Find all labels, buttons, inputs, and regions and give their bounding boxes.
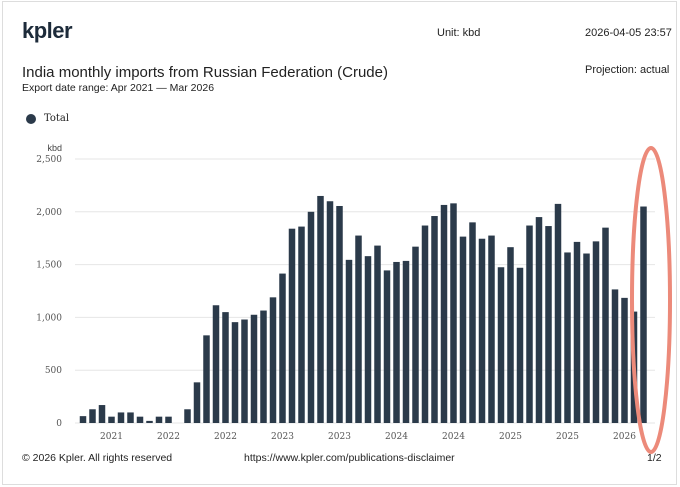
unit-label: Unit: kbd: [437, 27, 481, 39]
bar: [184, 409, 191, 423]
bar: [374, 245, 381, 423]
page-number: 1/2: [647, 452, 662, 464]
bar: [640, 206, 647, 423]
bar: [440, 204, 448, 423]
bar: [203, 335, 210, 423]
bar: [469, 222, 476, 423]
bar: [79, 416, 87, 423]
disclaimer-link[interactable]: https://www.kpler.com/publications-discl…: [244, 452, 455, 464]
x-tick-label: 2023: [328, 432, 351, 442]
bar: [583, 253, 590, 423]
bar: [355, 235, 362, 423]
bar: [602, 227, 609, 423]
bar: [507, 247, 514, 423]
bar: [402, 260, 410, 423]
timestamp: 2026-04-05 23:57: [585, 27, 672, 39]
bar: [117, 412, 125, 423]
legend-label: Total: [44, 113, 70, 124]
bar: [545, 226, 552, 423]
bar: [478, 238, 486, 423]
bar: [345, 259, 353, 423]
bar: [288, 228, 296, 423]
bar: [326, 201, 334, 423]
bar: [241, 319, 248, 423]
bar: [136, 416, 144, 423]
y-tick-label: 500: [45, 366, 62, 376]
y-tick-label: 1,500: [36, 261, 62, 271]
bar: [231, 322, 239, 423]
legend: Total: [26, 113, 69, 124]
bar: [516, 267, 524, 423]
x-tick-label: 2021: [100, 432, 123, 442]
legend-marker: [26, 113, 36, 124]
x-tick-label: 2025: [556, 432, 579, 442]
highlight-ellipse: [630, 146, 672, 454]
bar: [459, 236, 467, 423]
x-tick-label: 2022: [214, 432, 237, 442]
bar: [611, 289, 619, 423]
bar: [621, 297, 628, 423]
bar: [98, 405, 106, 423]
y-tick-label: 0: [56, 419, 62, 429]
projection-label: Projection: actual: [585, 64, 670, 76]
bar: [421, 225, 429, 423]
bar: [526, 225, 533, 423]
y-tick-label: 1,000: [36, 313, 62, 323]
bar: [212, 305, 220, 423]
bar: [269, 297, 277, 423]
bar: [250, 314, 258, 423]
x-tick-label: 2024: [385, 432, 408, 442]
bar: [298, 226, 305, 423]
bar: [146, 420, 153, 423]
y-tick-label: 2,000: [36, 208, 62, 218]
bar: [260, 310, 267, 423]
bar: [535, 217, 543, 423]
chart-subtitle: Export date range: Apr 2021 — Mar 2026: [22, 82, 215, 94]
bar: [89, 409, 96, 423]
bar: [317, 195, 324, 423]
chart-title: India monthly imports from Russian Feder…: [22, 64, 388, 81]
bar: [165, 416, 172, 423]
bar: [127, 412, 134, 423]
bar: [108, 416, 115, 423]
x-tick-label: 2025: [499, 432, 522, 442]
bar: [155, 416, 163, 423]
bar: [497, 267, 505, 423]
bar: [279, 273, 286, 423]
kpler-logo: kpler: [22, 18, 73, 43]
x-tick-label: 2022: [157, 432, 180, 442]
bar: [450, 203, 457, 423]
y-tick-label: 2,500: [36, 155, 62, 165]
bar: [431, 216, 438, 423]
x-tick-label: 2026: [613, 432, 636, 442]
bar: [383, 270, 391, 423]
bar: [412, 246, 419, 423]
x-tick-label: 2024: [442, 432, 465, 442]
x-tick-label: 2023: [271, 432, 294, 442]
bar: [393, 261, 400, 423]
bar: [564, 252, 571, 423]
bar: [554, 203, 562, 423]
bar: [307, 211, 315, 423]
copyright: © 2026 Kpler. All rights reserved: [22, 452, 173, 464]
bar: [573, 241, 581, 423]
bar: [222, 312, 229, 423]
y-axis-unit: kbd: [47, 143, 62, 153]
bar: [336, 205, 343, 423]
bar: [364, 256, 372, 423]
bar: [193, 382, 201, 423]
bar: [488, 235, 495, 423]
bar: [592, 241, 600, 423]
